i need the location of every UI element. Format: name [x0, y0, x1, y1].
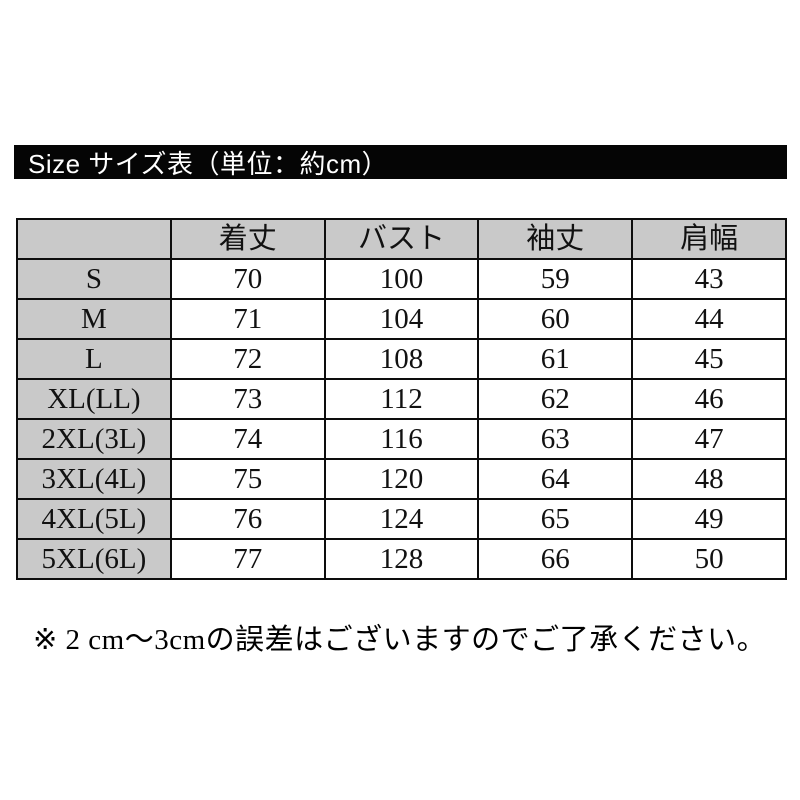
length-value: 71 [169, 298, 326, 340]
shoulder-value: 47 [631, 418, 787, 460]
size-label: 3XL(4L) [16, 458, 172, 500]
size-label: 4XL(5L) [16, 498, 172, 540]
table-row: 5XL(6L) 77 128 66 50 [16, 538, 787, 580]
length-value: 70 [169, 258, 326, 300]
size-label: L [16, 338, 172, 380]
sleeve-value: 65 [477, 498, 634, 540]
tolerance-note: ※ 2 cm～3cmの誤差はございますのでご了承ください。 [33, 624, 767, 656]
bust-value: 104 [323, 298, 480, 340]
size-label: XL(LL) [16, 378, 172, 420]
bust-value: 108 [323, 338, 480, 380]
sleeve-value: 60 [477, 298, 634, 340]
table-row: 4XL(5L) 76 124 65 49 [16, 498, 787, 540]
table-row: 2XL(3L) 74 116 63 47 [16, 418, 787, 460]
size-label: 2XL(3L) [16, 418, 172, 460]
length-value: 72 [169, 338, 326, 380]
length-value: 76 [169, 498, 326, 540]
header-cell-length: 着丈 [169, 218, 326, 260]
header-cell-size [16, 218, 172, 260]
bust-value: 112 [323, 378, 480, 420]
shoulder-value: 48 [631, 458, 787, 500]
bust-value: 120 [323, 458, 480, 500]
bust-value: 128 [323, 538, 480, 580]
table-row: L 72 108 61 45 [16, 338, 787, 380]
shoulder-value: 43 [631, 258, 787, 300]
table-row: M 71 104 60 44 [16, 298, 787, 340]
length-value: 77 [169, 538, 326, 580]
bust-value: 124 [323, 498, 480, 540]
length-value: 73 [169, 378, 326, 420]
length-value: 75 [169, 458, 326, 500]
shoulder-value: 49 [631, 498, 787, 540]
sleeve-value: 61 [477, 338, 634, 380]
page-title: Size サイズ表（単位：約cm） [28, 148, 389, 179]
bust-value: 116 [323, 418, 480, 460]
shoulder-value: 50 [631, 538, 787, 580]
sleeve-value: 59 [477, 258, 634, 300]
shoulder-value: 44 [631, 298, 787, 340]
table-row: 3XL(4L) 75 120 64 48 [16, 458, 787, 500]
size-table: 着丈 バスト 袖丈 肩幅 S 70 100 59 43 M 71 104 60 … [16, 218, 787, 580]
length-value: 74 [169, 418, 326, 460]
table-row: XL(LL) 73 112 62 46 [16, 378, 787, 420]
bust-value: 100 [323, 258, 480, 300]
header-cell-sleeve: 袖丈 [477, 218, 634, 260]
size-label: S [16, 258, 172, 300]
shoulder-value: 46 [631, 378, 787, 420]
size-label: 5XL(6L) [16, 538, 172, 580]
table-row: S 70 100 59 43 [16, 258, 787, 300]
sleeve-value: 62 [477, 378, 634, 420]
shoulder-value: 45 [631, 338, 787, 380]
size-label: M [16, 298, 172, 340]
header-cell-shoulder: 肩幅 [631, 218, 787, 260]
sleeve-value: 64 [477, 458, 634, 500]
sleeve-value: 63 [477, 418, 634, 460]
table-header-row: 着丈 バスト 袖丈 肩幅 [16, 218, 787, 260]
sleeve-value: 66 [477, 538, 634, 580]
title-bar: Size サイズ表（単位：約cm） [14, 145, 787, 179]
header-cell-bust: バスト [323, 218, 480, 260]
